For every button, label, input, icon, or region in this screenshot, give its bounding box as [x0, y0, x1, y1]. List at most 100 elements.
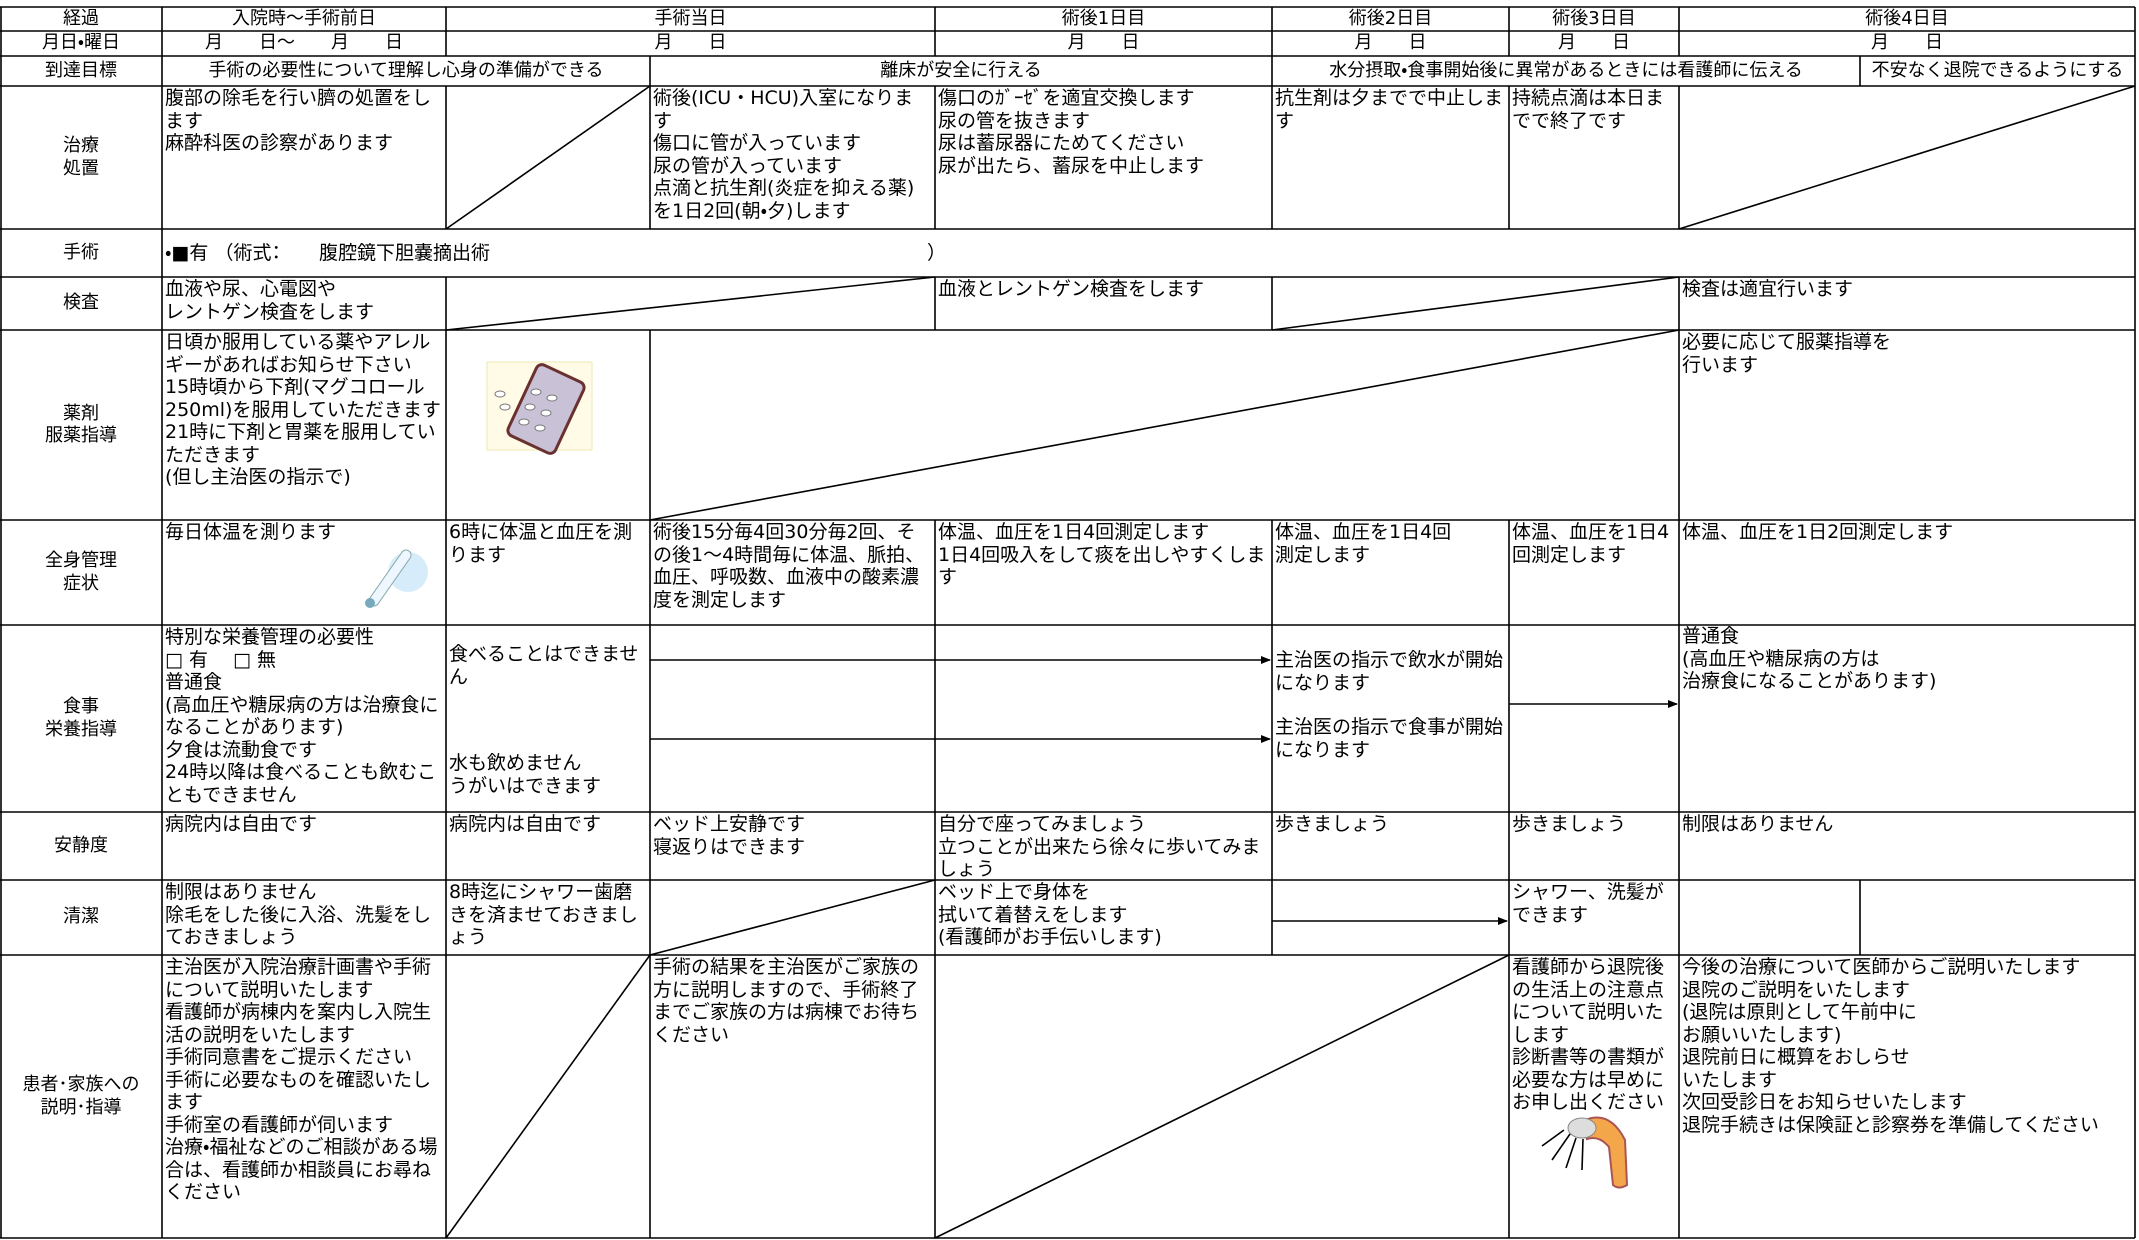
text-line: 特別な栄養管理の必要性 [165, 626, 375, 648]
cell-text: 術後15分毎4回30分毎2回、その後1～4時間毎に体温、脈拍、血圧、呼吸数、血液… [650, 520, 935, 625]
text-line: 手術室の看護師が伺います [165, 1113, 394, 1136]
text-line: 尿が出たら、蓄尿を中止します [938, 154, 1205, 177]
text-line: 治療食になることがあります) [1682, 670, 1937, 692]
text-line: 尿の管を抜きます [938, 109, 1091, 132]
row-label: 検査 [0, 277, 162, 330]
cell-text: 歩きましょう [1272, 812, 1509, 880]
text-line: 拭いて着替えをします [938, 903, 1128, 926]
text-line: 測定します [1275, 543, 1371, 566]
phase-label: 術後1日目 [1061, 7, 1146, 29]
text-line: 主治医の指示で飲水が開始になります [1275, 649, 1504, 694]
text-line: 治療・福祉などのご相談がある場合は、看護師か相談員にお尋ねください [165, 1136, 438, 1203]
header-cell: 手術当日 [446, 7, 935, 31]
text-line: 術後(ICU・HCU)入室になります [653, 87, 914, 132]
phase-label: 術後4日目 [1865, 7, 1949, 29]
goal-text: 水分摂取・食事開始後に異常があるときには看護師に伝える [1329, 59, 1803, 81]
row-label-line: 食事 [63, 696, 99, 717]
header-cell: 術後1日目 [935, 7, 1272, 31]
text-line: 点滴と抗生剤(炎症を抑える薬)を1日2回(朝・夕)します [653, 177, 915, 222]
cell-text: 歩きましょう [1509, 812, 1679, 880]
goal-label: 到達目標 [45, 59, 117, 81]
row-label-line: 薬剤 [63, 402, 99, 424]
text-line: シャワー、洗髪ができます [1512, 881, 1664, 926]
text-line: 傷口のｶﾞｰｾﾞを適宜交換します [938, 87, 1195, 109]
goal-text: 離床が安全に行える [880, 59, 1042, 81]
text-line: ベッド上で身体を [938, 881, 1091, 903]
text-line: 尿は蓄尿器にためてください [938, 132, 1185, 154]
row-label-line: 安静度 [54, 834, 108, 856]
text-line: 血液や尿、心電図や [165, 278, 337, 300]
row-label: 薬剤 服薬指導 [0, 330, 162, 520]
row-label-line: 説明･指導 [40, 1096, 122, 1118]
date-label: 月 日 [1067, 32, 1140, 54]
text-line: 退院前日に概算をおしらせ [1682, 1046, 1910, 1068]
text-line: 21時に下剤と胃薬を服用していただきます [165, 421, 436, 466]
text-line: 普通食 [1682, 625, 1740, 647]
cell-text: 体温、血圧を1日2回測定します [1679, 520, 2135, 625]
cell-text: ・■有 （術式： 腹腔鏡下胆嚢摘出術 ） [162, 229, 2135, 277]
phase-label: 入院時～手術前日 [232, 7, 376, 29]
cell-text: 6時に体温と血圧を測ります [446, 520, 650, 625]
text-line: 必要に応じて服薬指導を [1682, 331, 1892, 353]
text-line: 立つことが出来たら徐々に歩いてみましょう [938, 835, 1261, 881]
text-line: 腹部の除毛を行い臍の処置をします [165, 87, 432, 132]
text-line: 血液とレントゲン検査をします [938, 278, 1205, 300]
text-line: 尿の管が入っています [653, 154, 843, 177]
diagonal-line [934, 954, 1510, 1239]
date-label: 月 日～ 月 日 [205, 32, 403, 54]
text-line: 手術に必要なものを確認いたします [165, 1068, 432, 1114]
cell-text: 毎日体温を測ります [162, 520, 446, 625]
cell-text: 特別な栄養管理の必要性 □ 有 □ 無普通食 (高血圧や糖尿病の方は治療食になること… [162, 625, 446, 812]
text-line: 6時に体温と血圧を測ります [449, 521, 633, 566]
row-label-line: 清潔 [63, 906, 99, 928]
phase-label: 経過 [63, 7, 99, 29]
text-line: 制限はありません [1682, 813, 1834, 835]
text-line: 病院内は自由です [449, 813, 602, 835]
cell-text: 体温、血圧を1日4回測定します 1日4回吸入をして痰を出しやすくします [935, 520, 1272, 625]
row-label-line: 手術 [63, 241, 99, 263]
diagonal-line [445, 954, 651, 1239]
goal-cell: 手術の必要性について理解し心身の準備ができる [162, 56, 650, 86]
phase-label: 手術当日 [654, 7, 727, 29]
cell-text: ベッド上安静です 寝返りはできます [650, 812, 935, 880]
cell-text: 術後(ICU・HCU)入室になります 傷口に管が入っています 尿の管が入っています点… [650, 86, 935, 229]
text-line: 24時以降は食べることも飲むこともできません [165, 761, 437, 806]
text-line: 行います [1682, 353, 1759, 376]
text-line: 体温、血圧を1日4回 [1275, 521, 1452, 543]
date-label: 月 日 [1558, 32, 1630, 54]
row-label-line: 処置 [63, 157, 99, 179]
text-line: □ 有 □ 無 [165, 648, 277, 671]
header-cell: 月 日 [1509, 31, 1679, 56]
text-line: 体温、血圧を1日4回測定します [1512, 521, 1670, 566]
cell-text: 病院内は自由です [162, 812, 446, 880]
text-line: 退院のご説明をいたします [1682, 978, 1911, 1001]
text-line: 麻酔科医の診察があります [165, 132, 394, 154]
cell-text: 持続点滴は本日までで終了です [1509, 86, 1679, 229]
text-line: 歩きましょう [1512, 813, 1627, 835]
text-line: 8時迄にシャワー歯磨きを済ませておきましょう [449, 881, 638, 948]
cell-text: 8時迄にシャワー歯磨きを済ませておきましょう [446, 880, 650, 955]
cell-text: 主治医の指示で飲水が開始になります 主治医の指示で食事が開始になります [1272, 625, 1509, 812]
cell-text: 血液や尿、心電図や レントゲン検査をします [162, 277, 446, 330]
text-line: 1日4回吸入をして痰を出しやすくします [938, 543, 1266, 589]
row-label-line: 治療 [63, 135, 99, 156]
cell-text: 制限はありません [1679, 812, 2135, 880]
date-label: 月 日 [1871, 32, 1943, 54]
text-line: 診断書等の書類が必要な方は早めにお申し出ください [1512, 1046, 1665, 1113]
diagonal-line [1678, 85, 2136, 230]
cell-text: 看護師から退院後の生活上の注意点について説明いたします 診断書等の書類が必要な方は… [1509, 955, 1679, 1238]
text-line: 夕食は流動食です [165, 738, 318, 761]
cell-text: 日頃か服用している薬やアレルギーがあればお知らせ下さい 15時頃から下剤(マグコロ… [162, 330, 446, 520]
text-line: 自分で座ってみましょう [938, 813, 1147, 835]
cell-text: 制限はありません 除毛をした後に入浴、洗髪をしておきましょう [162, 880, 446, 955]
text-line: 日頃か服用している薬やアレルギーがあればお知らせ下さい [165, 331, 431, 376]
header-cell: 月 日 [1679, 31, 2135, 56]
text-line: (高血圧や糖尿病の方は治療食になることがあります) [165, 693, 439, 739]
header-cell: 月 日 [446, 31, 935, 56]
text-line: 手術の結果を主治医がご家族の方に説明しますので、手術終了までご家族の方は病棟でお… [653, 956, 920, 1046]
row-label-line: 全身管理 [45, 550, 117, 571]
text-line: 毎日体温を測ります [165, 521, 337, 543]
cell-text: 手術の結果を主治医がご家族の方に説明しますので、手術終了までご家族の方は病棟でお… [650, 955, 935, 1238]
diagonal-line [649, 329, 1680, 521]
